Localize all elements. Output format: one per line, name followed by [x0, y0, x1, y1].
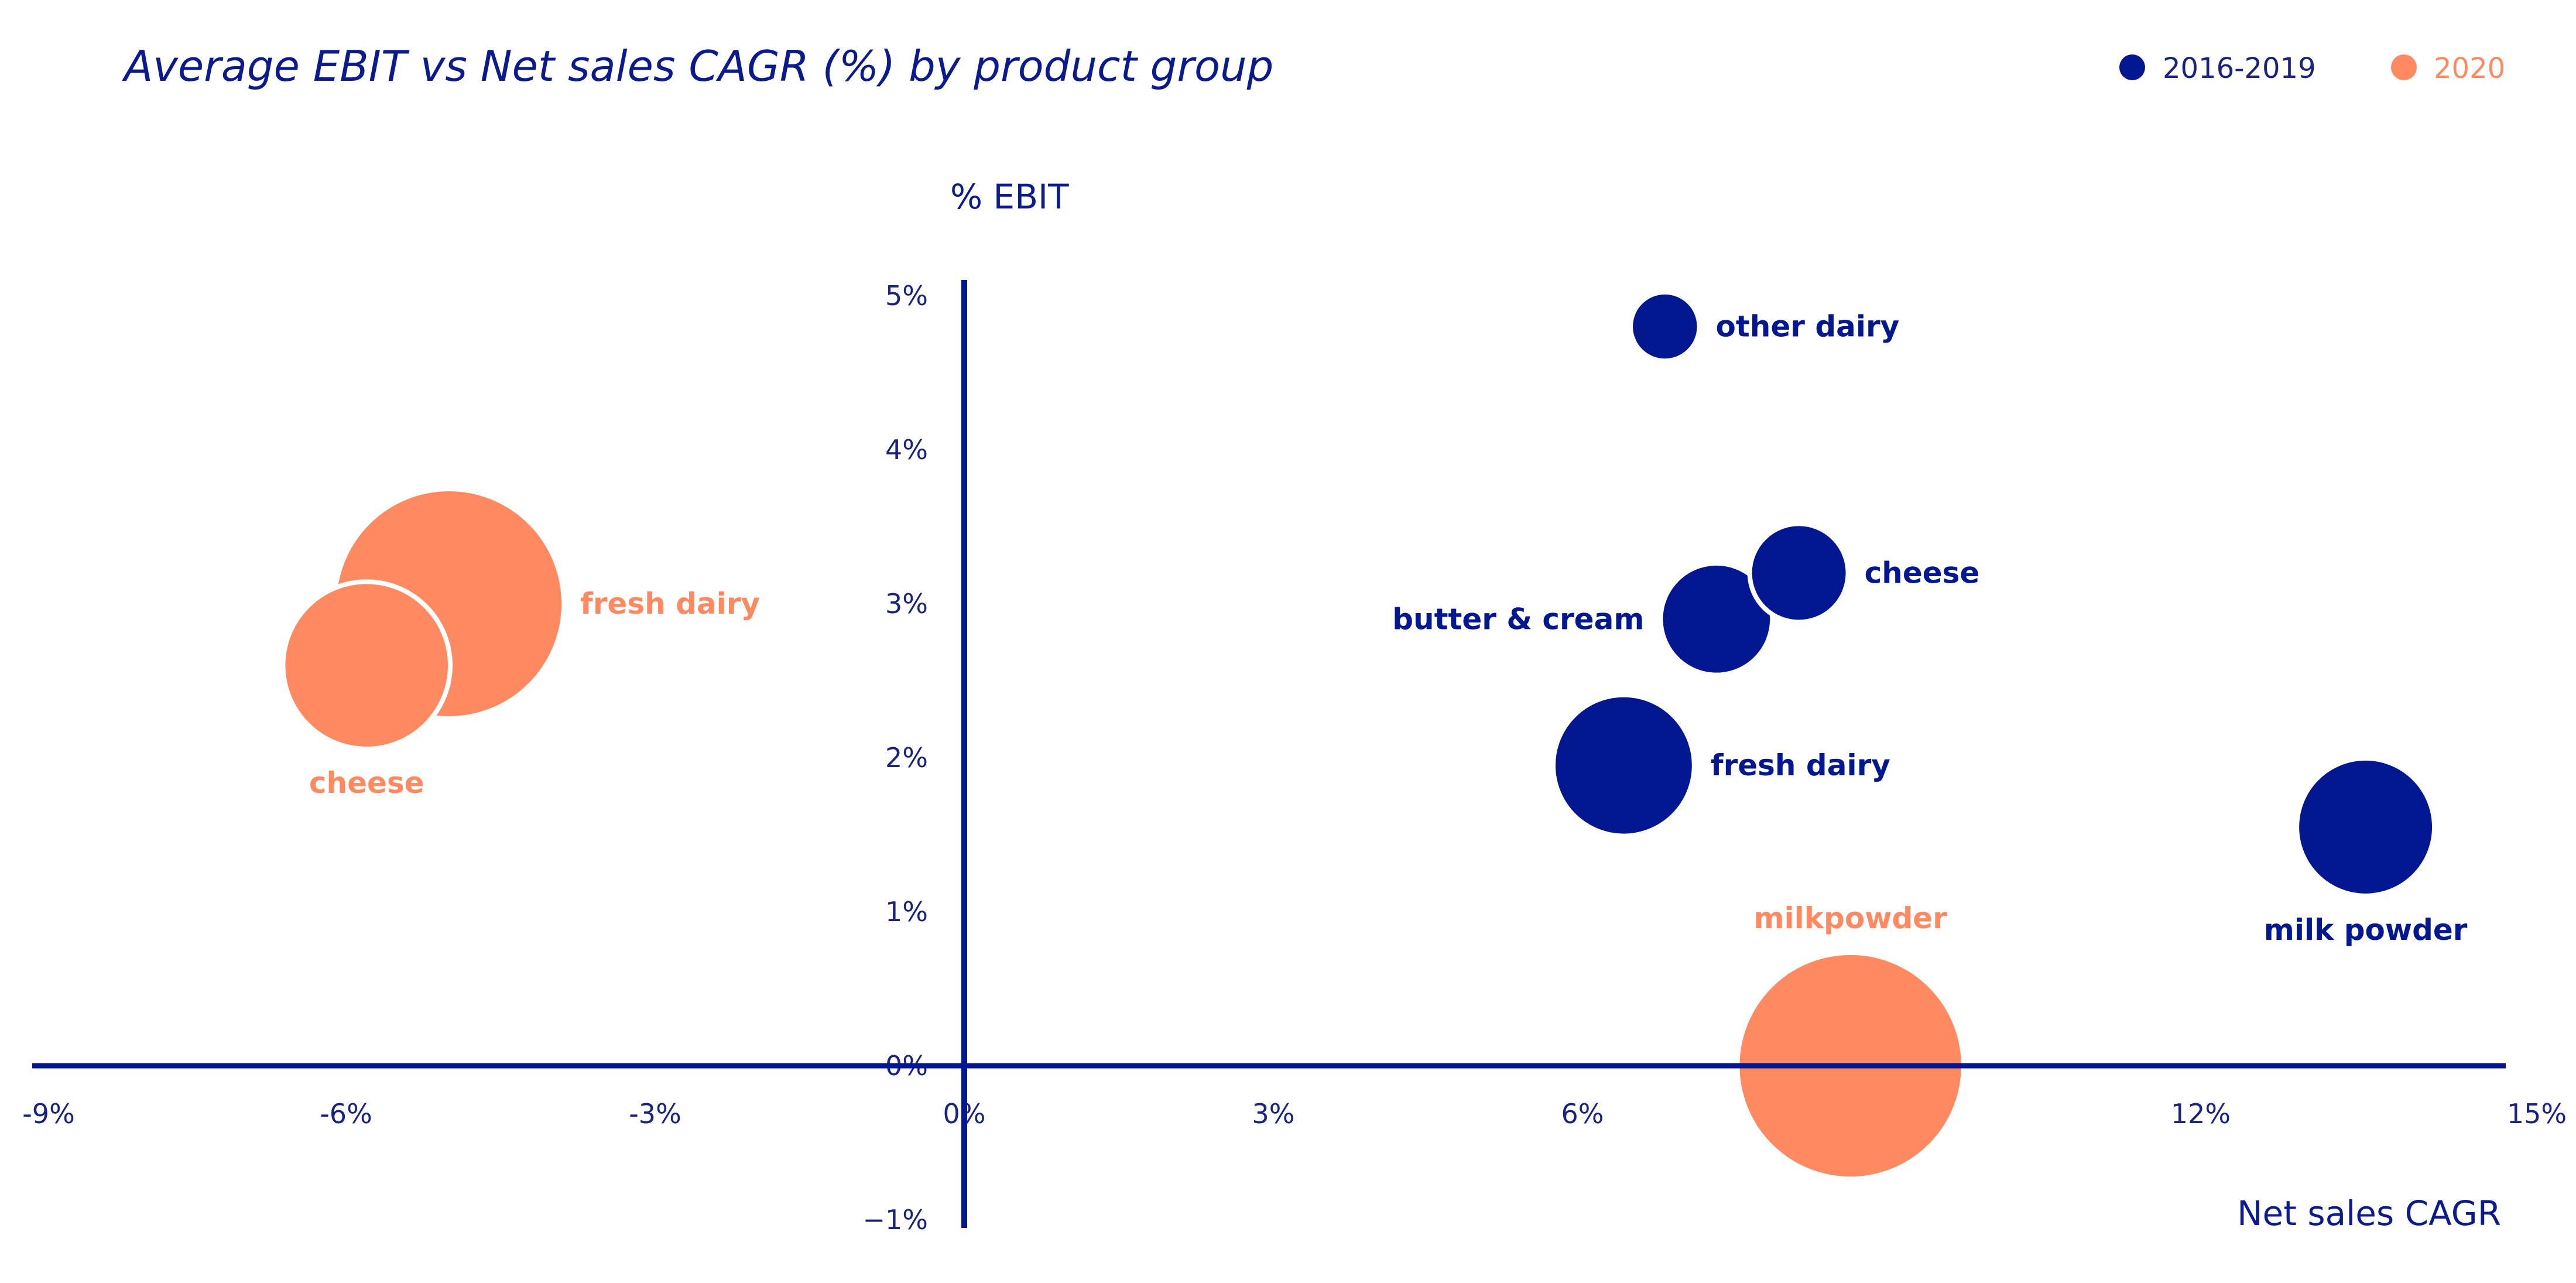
legend-label-2020: 2020 — [2434, 52, 2505, 85]
y-axis-title: % EBIT — [950, 177, 1069, 217]
bubble-label: fresh dairy — [580, 587, 760, 621]
bubble-2016-2019-fresh-dairy[interactable] — [1550, 692, 1697, 839]
y-tick-label: 1% — [885, 896, 928, 928]
x-tick-label: 3% — [1252, 1098, 1295, 1130]
y-tick-label: 5% — [885, 280, 928, 312]
bubble-2016-2019-cheese[interactable] — [1747, 521, 1851, 625]
legend-label-2016-2019: 2016-2019 — [2163, 52, 2316, 85]
y-tick-label: 3% — [885, 588, 928, 620]
x-tick-label: 15% — [2507, 1098, 2567, 1130]
x-axis-ticks: -9%-6%-3%0%3%6%9%12%15% — [22, 1098, 2567, 1130]
legend-item-2016-2019[interactable]: 2016-2019 — [2119, 52, 2316, 85]
legend-marker-navy — [2119, 54, 2145, 80]
bubbles — [280, 289, 2437, 1182]
bubble-2016-2019-other-dairy[interactable] — [1628, 289, 1702, 364]
legend-item-2020[interactable]: 2020 — [2391, 52, 2505, 85]
x-tick-label: -3% — [629, 1098, 681, 1130]
bubble-label: other dairy — [1716, 310, 1900, 344]
bubble-2020-cheese[interactable] — [280, 579, 453, 751]
y-tick-label: 4% — [885, 434, 928, 466]
chart-title: Average EBIT vs Net sales CAGR (%) by pr… — [122, 42, 1273, 91]
x-tick-label: 12% — [2171, 1098, 2231, 1130]
bubble-label: fresh dairy — [1711, 748, 1890, 782]
bubble-2016-2019-butter-cream[interactable] — [1658, 560, 1775, 678]
y-axis-ticks: 5%4%3%2%1%0%−1% — [862, 280, 928, 1236]
bubble-label: milk powder — [2264, 913, 2468, 947]
x-tick-label: 6% — [1561, 1098, 1604, 1130]
x-tick-label: -6% — [320, 1098, 372, 1130]
bubble-label: milkpowder — [1753, 901, 1947, 935]
y-tick-label: −1% — [862, 1204, 928, 1236]
x-axis-title: Net sales CAGR — [2237, 1193, 2501, 1233]
x-tick-label: -9% — [22, 1098, 75, 1130]
bubble-label: butter & cream — [1392, 602, 1644, 636]
bubble-labels: fresh dairy milkpowder cheese fresh dairy mi… — [309, 310, 2468, 947]
legend: 2016-2019 2020 — [2119, 52, 2505, 85]
bubble-label: cheese — [1865, 556, 1980, 590]
y-tick-label: 2% — [885, 742, 928, 774]
legend-marker-orange — [2391, 54, 2417, 80]
bubble-label: cheese — [309, 766, 424, 800]
bubble-2016-2019-milk-powder[interactable] — [2294, 755, 2437, 898]
